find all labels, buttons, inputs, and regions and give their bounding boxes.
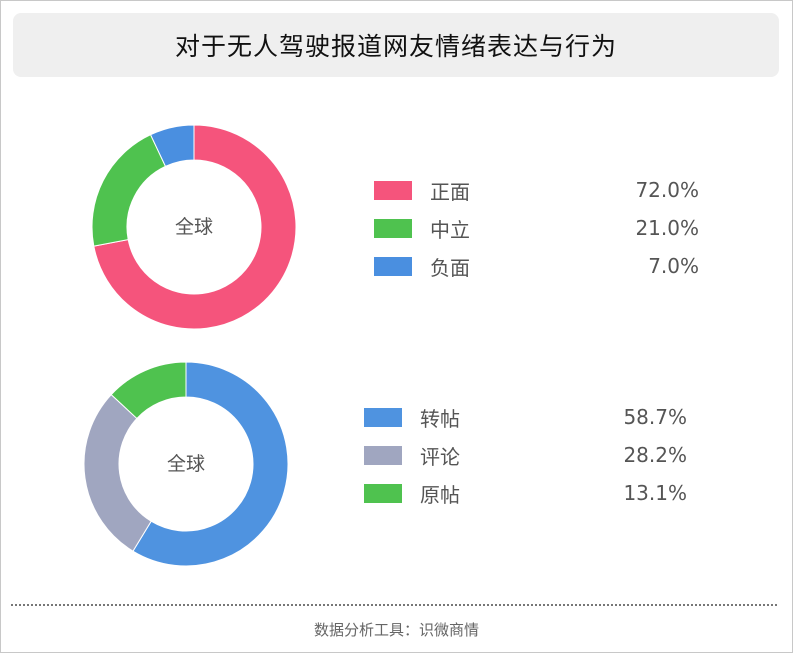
legend-item: 负面 7.0% [374,247,734,285]
donut-slice-中立 [91,134,167,247]
legend-label: 评论 [420,444,460,469]
donut-slice-评论 [83,393,152,552]
legend-value: 58.7% [623,405,687,429]
legend-swatch [374,256,412,276]
legend-label: 原帖 [420,482,460,507]
legend-value: 28.2% [623,443,687,467]
chart-title: 对于无人驾驶报道网友情绪表达与行为 [174,32,617,61]
legend-item: 正面 72.0% [374,171,734,209]
legend-behavior: 转帖 58.7% 评论 28.2% 原帖 13.1% [364,398,724,512]
donut-chart-sentiment: 全球 [91,124,297,330]
legend-label: 中立 [430,217,470,242]
legend-swatch [364,445,402,465]
donut-chart-behavior: 全球 [83,361,289,567]
donut-center-label: 全球 [175,216,213,238]
legend-item: 转帖 58.7% [364,398,724,436]
legend-item: 评论 28.2% [364,436,724,474]
legend-swatch [374,180,412,200]
legend-item: 原帖 13.1% [364,474,724,512]
legend-label: 正面 [430,179,470,204]
legend-label: 转帖 [420,406,460,431]
legend-item: 中立 21.0% [374,209,734,247]
donut-slice-原帖 [110,361,187,420]
legend-swatch [364,483,402,503]
legend-swatch [374,218,412,238]
footer-divider [11,604,777,606]
legend-label: 负面 [430,255,470,280]
footer-source: 数据分析工具：识微商情 [313,621,479,639]
legend-sentiment: 正面 72.0% 中立 21.0% 负面 7.0% [374,171,734,285]
legend-swatch [364,407,402,427]
donut-slice-正面 [93,124,297,330]
legend-value: 7.0% [648,254,699,278]
donut-center-label: 全球 [167,453,205,475]
title-bar: 对于无人驾驶报道网友情绪表达与行为 [13,13,779,77]
donut-slice-负面 [149,124,195,168]
donut-slice-转帖 [132,361,289,567]
legend-value: 13.1% [623,481,687,505]
legend-value: 72.0% [635,178,699,202]
legend-value: 21.0% [635,216,699,240]
